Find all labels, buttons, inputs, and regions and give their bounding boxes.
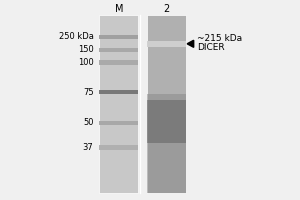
Text: 50: 50	[83, 118, 94, 127]
Bar	[100, 15, 138, 193]
Text: ~215 kDa: ~215 kDa	[197, 34, 242, 43]
Polygon shape	[187, 40, 194, 47]
Bar	[147, 41, 186, 47]
Bar	[100, 121, 138, 125]
Bar	[100, 145, 138, 150]
Text: 100: 100	[78, 58, 94, 67]
Text: 250 kDa: 250 kDa	[59, 32, 94, 41]
Bar	[100, 60, 138, 65]
Text: DICER: DICER	[197, 43, 224, 52]
Bar	[100, 90, 138, 94]
Text: 75: 75	[83, 88, 94, 97]
Bar	[100, 48, 138, 52]
Text: M: M	[115, 4, 123, 14]
Bar	[100, 35, 138, 39]
Bar	[147, 94, 186, 193]
Bar	[147, 15, 186, 193]
Text: 2: 2	[163, 4, 170, 14]
Text: 37: 37	[83, 143, 94, 152]
Bar	[147, 100, 186, 143]
Text: 150: 150	[78, 45, 94, 54]
